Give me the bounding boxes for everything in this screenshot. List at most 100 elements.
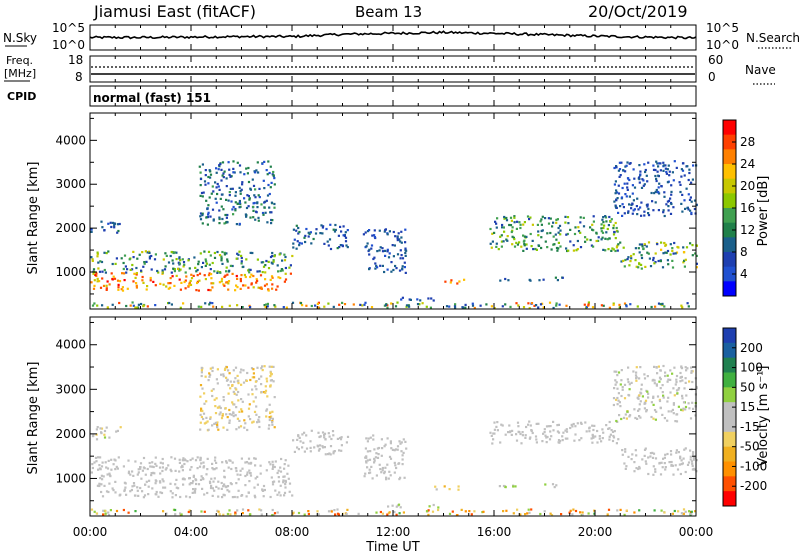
power-point (636, 197, 639, 200)
velocity-point (653, 382, 656, 385)
velocity-point (174, 469, 177, 472)
velocity-point (127, 472, 130, 475)
power-point (298, 244, 301, 247)
power-point (257, 194, 260, 197)
velocity-point (672, 387, 675, 390)
power-point (113, 277, 117, 280)
power-point (400, 241, 403, 244)
power-point (341, 245, 344, 248)
velocity-point (328, 452, 331, 455)
power-point (238, 250, 241, 253)
velocity-point (316, 510, 319, 513)
power-point (614, 192, 617, 195)
velocity-point (297, 448, 300, 451)
velocity-point (229, 387, 232, 390)
power-point (462, 306, 465, 309)
velocity-point (618, 401, 621, 404)
power-point (329, 223, 332, 226)
power-point (248, 198, 251, 201)
velocity-point (571, 425, 574, 428)
velocity-point (671, 512, 674, 515)
velocity-point (613, 430, 616, 433)
power-point (489, 242, 492, 245)
power-point (223, 275, 226, 278)
power-point (218, 216, 221, 219)
power-point (386, 248, 389, 251)
power-point (695, 262, 698, 265)
velocity-point (387, 505, 390, 508)
power-point (196, 281, 199, 285)
power-point (268, 192, 271, 196)
power-point (370, 244, 374, 247)
velocity-point (640, 392, 643, 395)
power-point (523, 242, 526, 246)
power-point (661, 266, 665, 269)
power-point (449, 281, 452, 284)
power-point (686, 302, 689, 305)
velocity-point (684, 405, 688, 409)
velocity-point (669, 391, 672, 394)
velocity-point (282, 475, 285, 478)
velocity-point (159, 481, 162, 484)
power-point (207, 182, 210, 185)
velocity-point (616, 374, 619, 377)
power-point (495, 226, 498, 229)
power-point (169, 282, 172, 285)
power-point (223, 222, 226, 225)
velocity-point (182, 483, 185, 486)
velocity-point (244, 484, 247, 487)
power-point (519, 223, 522, 226)
velocity-point (180, 513, 183, 516)
velocity-point (265, 380, 269, 383)
velocity-point (235, 482, 238, 485)
power-point (135, 266, 138, 270)
velocity-point (677, 451, 680, 454)
power-point (558, 224, 562, 227)
velocity-point (130, 488, 133, 492)
power-point (239, 171, 242, 174)
power-point (624, 165, 627, 168)
power-point (613, 166, 616, 170)
velocity-point (626, 378, 629, 381)
velocity-point (661, 466, 664, 469)
velocity-colorbar-segment (723, 402, 736, 418)
power-point (251, 178, 254, 181)
velocity-point (564, 437, 567, 440)
velocity-point (221, 414, 224, 417)
velocity-point (245, 379, 248, 382)
power-point (209, 215, 212, 218)
power-point (92, 272, 95, 275)
power-point (628, 178, 631, 182)
power-point (526, 215, 530, 218)
power-point (403, 261, 406, 264)
velocity-point (192, 488, 195, 491)
power-point (173, 251, 176, 254)
power-point (383, 270, 386, 274)
velocity-point (115, 430, 118, 433)
velocity-point (266, 395, 269, 398)
power-point (403, 266, 406, 269)
velocity-point (137, 494, 140, 497)
power-point (619, 241, 622, 244)
velocity-point (222, 493, 225, 496)
power-point (244, 213, 247, 216)
velocity-point (218, 413, 221, 416)
power-point (614, 180, 617, 183)
power-point (647, 241, 651, 244)
velocity-point (271, 421, 274, 424)
power-point (627, 211, 630, 214)
velocity-point (284, 483, 287, 486)
velocity-point (280, 457, 283, 461)
power-point (453, 305, 457, 308)
power-point (690, 211, 693, 214)
velocity-point (229, 482, 232, 485)
power-point (238, 201, 241, 204)
power-point (224, 213, 227, 217)
velocity-point (574, 425, 577, 428)
power-point (113, 222, 117, 225)
velocity-point (524, 436, 527, 439)
power-point (505, 216, 508, 220)
velocity-point (255, 413, 258, 416)
x-tick-label: 00:00 (73, 525, 108, 539)
velocity-point (628, 388, 631, 391)
